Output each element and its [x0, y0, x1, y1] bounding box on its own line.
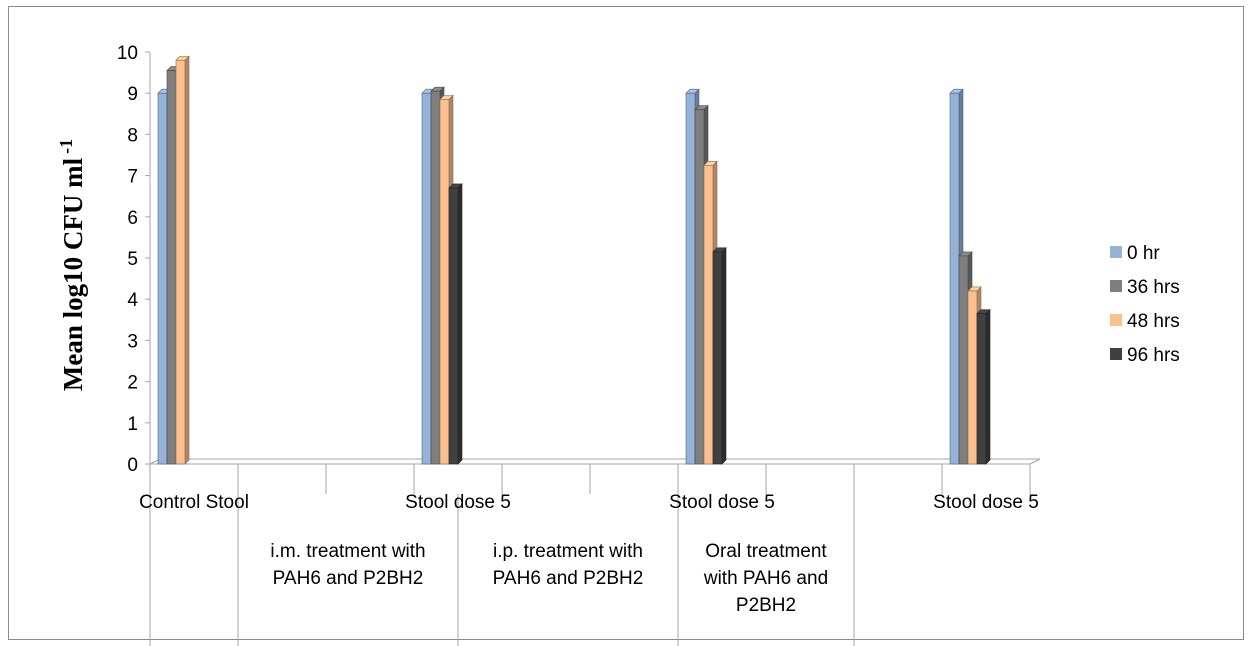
- legend-label: 48 hrs: [1127, 311, 1180, 332]
- bar-front: [694, 109, 705, 465]
- floor-right-edge: [1029, 458, 1041, 465]
- bar-front: [958, 255, 969, 465]
- bar-front: [448, 187, 459, 465]
- bar-front: [685, 92, 696, 465]
- bar-side: [721, 247, 727, 465]
- y-tick-label: 8: [127, 125, 138, 146]
- y-axis-title-text: Mean log10 CFU ml: [58, 157, 88, 391]
- y-tick-label: 4: [127, 290, 138, 311]
- bar-front: [421, 92, 432, 465]
- y-axis-title-superscript: -1: [56, 139, 76, 154]
- legend-label: 96 hrs: [1127, 345, 1180, 366]
- y-tick-label: 9: [127, 84, 138, 105]
- bar-front: [949, 92, 960, 465]
- bar: [712, 247, 727, 465]
- legend-swatch: [1110, 280, 1122, 292]
- bar-front: [157, 92, 168, 465]
- legend-swatch: [1110, 246, 1122, 258]
- x-category-label: Control Stool: [139, 492, 249, 513]
- x-group-label: with PAH6 and: [703, 568, 828, 589]
- y-tick-label: 7: [127, 167, 138, 188]
- y-tick-label: 5: [127, 249, 138, 270]
- bar-front: [439, 99, 450, 465]
- legend-label: 0 hr: [1127, 243, 1160, 264]
- x-group-label: i.m. treatment with: [270, 541, 425, 562]
- bar-front: [712, 251, 723, 465]
- bar-front: [430, 90, 441, 465]
- chart-frame: [8, 6, 1244, 640]
- y-tick-label: 0: [127, 455, 138, 476]
- y-tick-label: 10: [117, 43, 138, 64]
- bar: [976, 308, 991, 465]
- y-tick-label: 2: [127, 373, 138, 394]
- y-tick-label: 3: [127, 331, 138, 352]
- legend-swatch: [1110, 314, 1122, 326]
- y-tick-label: 6: [127, 208, 138, 229]
- x-group-label: i.p. treatment with: [493, 541, 643, 562]
- x-category-label: Stool dose 5: [669, 492, 775, 513]
- bar-side: [985, 308, 991, 465]
- bar: [175, 55, 190, 465]
- x-group-label: PAH6 and P2BH2: [273, 568, 424, 589]
- x-group-label: P2BH2: [736, 595, 796, 616]
- bar: [448, 183, 463, 465]
- y-tick-label: 1: [127, 414, 138, 435]
- bar-front: [976, 313, 987, 465]
- x-group-label: PAH6 and P2BH2: [493, 568, 644, 589]
- bar-side: [184, 55, 190, 465]
- bar-front: [175, 59, 186, 465]
- x-category-label: Stool dose 5: [933, 492, 1039, 513]
- legend-label: 36 hrs: [1127, 277, 1180, 298]
- bar-front: [166, 70, 177, 465]
- y-axis-title: Mean log10 CFU ml -1: [56, 139, 88, 391]
- x-category-label: Stool dose 5: [405, 492, 511, 513]
- bar-side: [457, 183, 463, 465]
- legend-swatch: [1110, 348, 1122, 360]
- x-group-label: Oral treatment: [705, 541, 827, 562]
- bar-front: [967, 290, 978, 465]
- bar-front: [703, 165, 714, 465]
